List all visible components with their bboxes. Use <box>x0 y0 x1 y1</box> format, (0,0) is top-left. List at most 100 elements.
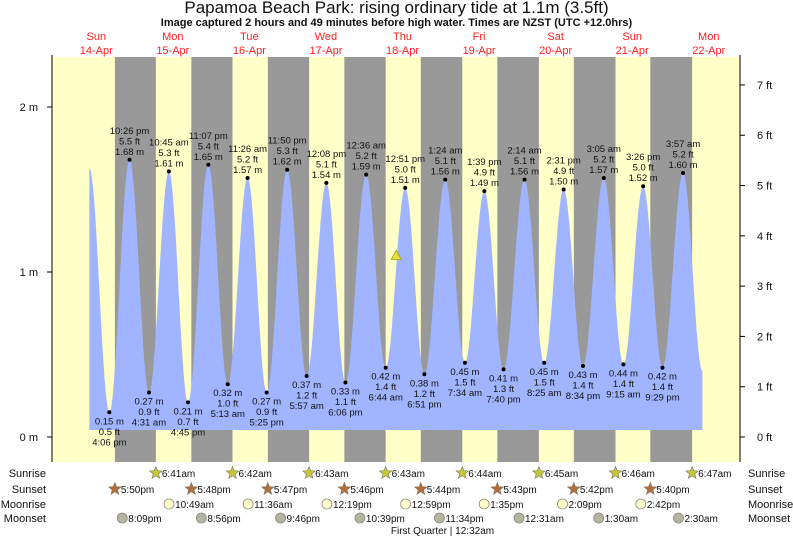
low-tide-label: 1.4 ft <box>613 379 634 390</box>
low-tide-point <box>185 400 190 405</box>
high-tide-point <box>482 189 487 194</box>
day-of-week-label: Sun <box>622 31 642 43</box>
sunrise-icon <box>455 465 470 479</box>
high-tide-label: 5.3 ft <box>277 146 298 157</box>
sunrise-icon <box>225 465 240 479</box>
high-tide-label: 5.2 ft <box>356 151 377 162</box>
moonrise-icon <box>635 498 647 510</box>
high-tide-point <box>403 185 408 190</box>
low-tide-label: 5:13 am <box>211 409 245 420</box>
sunrise-time: 6:43am <box>315 469 348 480</box>
high-tide-point <box>166 169 171 174</box>
high-tide-label: 1.50 m <box>549 177 578 188</box>
low-tide-point <box>225 382 230 387</box>
sunrise-time: 6:42am <box>238 469 271 480</box>
sunset-icon <box>490 481 505 495</box>
high-tide-label: 5.1 ft <box>514 156 535 167</box>
high-tide-label: 12:36 am <box>346 141 386 152</box>
sunrise-time: 6:43am <box>392 469 425 480</box>
sunset-icon <box>107 481 122 495</box>
moonrise-icon <box>478 498 490 510</box>
sunset-icon <box>260 481 275 495</box>
high-tide-label: 1:39 pm <box>467 157 501 168</box>
sunset-time: 5:44pm <box>427 485 460 496</box>
sunrise-row-label-right: Sunrise <box>748 468 785 480</box>
low-tide-label: 1.2 ft <box>296 390 317 401</box>
high-tide-point <box>324 180 329 185</box>
low-tide-label: 0.42 m <box>648 372 677 383</box>
high-tide-label: 1.60 m <box>669 160 698 171</box>
low-tide-label: 0.33 m <box>331 387 360 398</box>
sunrise-time: 6:41am <box>162 469 195 480</box>
high-tide-label: 5.4 ft <box>198 141 219 152</box>
low-tide-label: 1.0 ft <box>217 399 238 410</box>
high-tide-label: 5.2 ft <box>237 154 258 165</box>
date-label: 16-Apr <box>233 45 266 57</box>
moonrise-time: 2:42pm <box>647 500 680 511</box>
sunset-time: 5:46pm <box>350 485 383 496</box>
high-tide-point <box>681 171 686 175</box>
moonset-time: 9:46pm <box>287 514 320 525</box>
day-of-week-label: Tue <box>240 31 259 43</box>
sunset-icon <box>566 481 581 495</box>
low-tide-label: 9:29 pm <box>645 393 679 404</box>
sunset-time: 5:42pm <box>580 485 613 496</box>
day-of-week-label: Mon <box>162 31 183 43</box>
high-tide-point <box>285 167 290 172</box>
low-tide-point <box>542 360 547 365</box>
low-tide-point <box>580 364 585 369</box>
sunrise-time: 6:47am <box>698 469 731 480</box>
high-tide-label: 1.59 m <box>352 162 381 173</box>
low-tide-label: 0.9 ft <box>138 407 159 418</box>
high-tide-label: 1.57 m <box>233 165 262 176</box>
high-tide-label: 4.9 ft <box>474 168 495 179</box>
tide-area <box>89 159 703 431</box>
low-tide-point <box>462 360 467 365</box>
moonset-row-label: Moonset <box>4 513 46 525</box>
low-tide-point <box>660 365 665 370</box>
moonrise-time: 12:59pm <box>412 500 451 511</box>
low-tide-label: 1.4 ft <box>652 382 673 393</box>
high-tide-label: 1.56 m <box>510 167 539 178</box>
moonrise-time: 10:49am <box>175 500 214 511</box>
moonset-time: 11:34pm <box>445 514 483 525</box>
date-label: 17-Apr <box>309 45 342 57</box>
sunset-icon <box>643 481 658 495</box>
low-tide-label: 9:15 am <box>606 389 640 400</box>
high-tide-label: 5.1 ft <box>435 156 456 167</box>
high-tide-label: 3:57 am <box>666 139 700 150</box>
low-tide-label: 0.27 m <box>134 396 163 407</box>
moon-phase-label: First Quarter | 12:32am <box>391 526 494 537</box>
low-tide-label: 5:57 am <box>289 401 323 412</box>
moonset-row-label-right: Moonset <box>748 513 790 525</box>
moonset-time: 8:09pm <box>128 514 161 525</box>
high-tide-label: 5.1 ft <box>316 159 337 170</box>
high-tide-label: 1.51 m <box>391 175 420 186</box>
low-tide-label: 0.7 ft <box>177 417 198 428</box>
day-of-week-label: Sun <box>86 31 106 43</box>
low-tide-label: 1.5 ft <box>454 377 475 388</box>
sunset-icon <box>337 481 352 495</box>
moonset-icon <box>434 512 445 524</box>
moonset-time: 8:56pm <box>207 514 240 525</box>
low-tide-label: 0.15 m <box>95 416 124 427</box>
high-tide-point <box>601 175 606 180</box>
right-axis-label: 5 ft <box>757 181 772 193</box>
date-label: 22-Apr <box>692 45 725 57</box>
high-tide-label: 1.52 m <box>629 173 658 184</box>
low-tide-label: 0.38 m <box>410 378 439 389</box>
high-tide-label: 10:45 am <box>149 137 189 148</box>
sunrise-icon <box>531 465 546 479</box>
page-subtitle: Image captured 2 hours and 49 minutes be… <box>160 17 633 29</box>
sunrise-time: 6:46am <box>622 469 655 480</box>
low-tide-point <box>621 362 626 367</box>
high-tide-label: 1.62 m <box>273 157 302 168</box>
sunrise-icon <box>148 465 163 479</box>
moonset-icon <box>354 512 366 524</box>
moonrise-icon <box>163 498 175 510</box>
sunrise-icon <box>378 465 393 479</box>
high-tide-point <box>641 184 646 189</box>
low-tide-label: 0.41 m <box>489 373 518 384</box>
high-tide-label: 2:31 pm <box>547 156 581 167</box>
